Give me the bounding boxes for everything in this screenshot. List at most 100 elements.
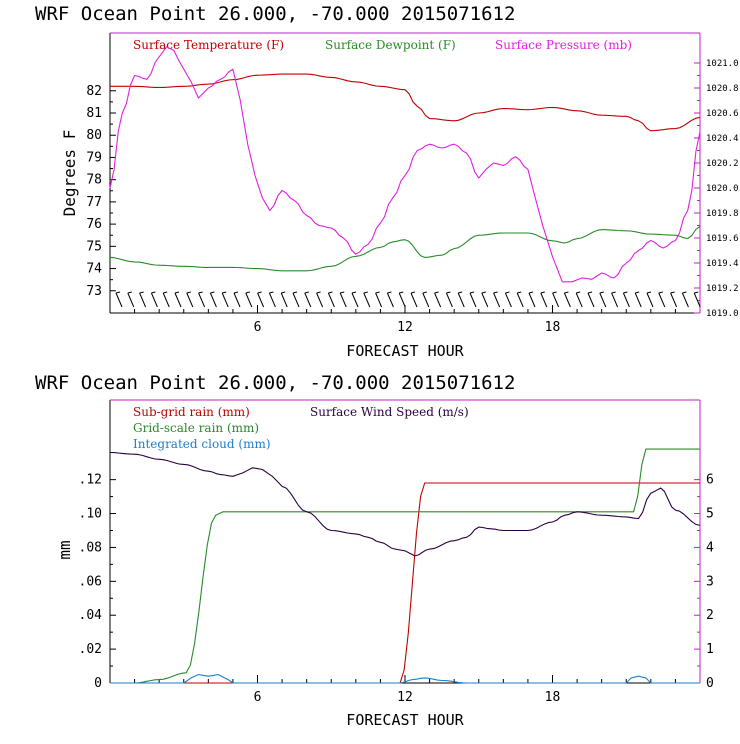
- wind-barb-flag: [269, 291, 274, 294]
- wind-barb-flag: [611, 291, 616, 294]
- y2-tick-label: 0: [706, 676, 714, 691]
- wind-barb-flag: [528, 291, 534, 294]
- wind-barb-flag: [540, 291, 545, 294]
- legend-surface-temperature: Surface Temperature (F): [133, 38, 284, 52]
- wind-barb: [233, 292, 241, 308]
- y2-tick-label: 1019.2: [706, 284, 739, 294]
- wind-barb: [375, 292, 383, 308]
- x-tick-label: 6: [254, 320, 262, 335]
- wind-barb-flag: [139, 291, 144, 294]
- wind-barb: [445, 292, 453, 308]
- wind-barb-flag: [694, 291, 699, 294]
- wind-barb: [563, 292, 571, 308]
- wind-barb-flag: [340, 291, 345, 294]
- x-axis-label: FORECAST HOUR: [346, 342, 464, 360]
- wind-barb-flag: [517, 291, 522, 294]
- y2-tick-label: 1020.2: [706, 159, 739, 169]
- y-tick-label: .04: [79, 608, 103, 623]
- wind-barb: [611, 292, 619, 308]
- y-tick-label: .08: [79, 540, 102, 555]
- wind-barbs: [115, 291, 701, 308]
- wind-barb-flag: [174, 291, 180, 294]
- y-tick-label: .02: [79, 642, 102, 657]
- y2-tick-label: 1021.0: [706, 59, 739, 69]
- wind-barb-flag: [233, 291, 239, 294]
- y-tick-label: 0: [94, 676, 102, 691]
- y-tick-label: 76: [86, 217, 102, 232]
- wind-barb: [280, 292, 288, 308]
- wind-barb-flag: [670, 291, 675, 294]
- wind-barb: [304, 292, 312, 308]
- wind-barb: [150, 292, 158, 308]
- wind-barb: [198, 292, 206, 308]
- wind-barb-flag: [682, 291, 687, 294]
- y2-tick-label: 1020.4: [706, 134, 739, 144]
- y-tick-label: 78: [86, 173, 102, 188]
- x-tick-label: 12: [397, 320, 413, 335]
- wind-barb-flag: [410, 291, 416, 294]
- series-line-grid-scale-rain: [110, 448, 700, 684]
- wind-barb: [552, 292, 560, 308]
- wind-barb-flag: [458, 291, 463, 294]
- y-axis-label: Degrees F: [60, 130, 79, 217]
- wind-barb-flag: [316, 291, 321, 294]
- wind-barb: [292, 292, 300, 308]
- wind-barb-flag: [281, 291, 286, 294]
- y-tick-label: 81: [86, 106, 102, 121]
- wind-barb: [162, 292, 170, 308]
- wind-barb-flag: [151, 291, 156, 294]
- wind-barb: [693, 292, 701, 308]
- series-line-surface-dewpoint: [109, 225, 701, 272]
- wind-barb: [351, 292, 359, 308]
- series-line-surface-temperature: [110, 73, 701, 132]
- y2-tick-label: 2: [706, 608, 714, 623]
- wind-barb-flag: [245, 291, 250, 294]
- wind-barb: [257, 292, 265, 308]
- wind-barb: [209, 292, 217, 308]
- wind-barb: [316, 292, 324, 308]
- wind-barb: [245, 292, 253, 308]
- y2-tick-label: 3: [706, 574, 714, 589]
- y2-tick-label: 1020.6: [706, 109, 739, 119]
- wind-barb-flag: [576, 291, 581, 294]
- chart-title: WRF Ocean Point 26.000, -70.000 20150716…: [35, 3, 515, 25]
- wind-barb-flag: [328, 291, 333, 294]
- wind-barb-flag: [446, 291, 451, 294]
- y2-tick-label: 1019.4: [706, 259, 739, 269]
- y2-tick-label: 5: [706, 507, 714, 522]
- wind-barb-flag: [422, 291, 427, 294]
- wind-barb: [670, 292, 678, 308]
- wind-barb: [646, 292, 654, 308]
- wind-barb: [622, 292, 630, 308]
- wind-barb: [504, 292, 512, 308]
- wind-barb: [386, 292, 394, 308]
- wind-barb-flag: [505, 291, 510, 294]
- legend-grid-scale-rain: Grid-scale rain (mm): [133, 421, 259, 435]
- wind-barb: [139, 292, 147, 308]
- y2-tick-label: 1019.6: [706, 234, 739, 244]
- y2-tick-label: 1020.0: [706, 184, 739, 194]
- wind-barb-flag: [564, 291, 569, 294]
- y-tick-label: .12: [79, 473, 102, 488]
- wind-barb-flag: [163, 291, 168, 294]
- wind-barb: [681, 292, 689, 308]
- x-tick-label: 18: [545, 320, 561, 335]
- y-tick-label: 79: [86, 150, 102, 165]
- x-tick-label: 6: [254, 690, 262, 705]
- wind-barb: [127, 292, 135, 308]
- legend-surface-wind-speed: Surface Wind Speed (m/s): [310, 405, 469, 419]
- wind-barb-flag: [493, 291, 498, 294]
- wind-barb: [469, 292, 477, 308]
- wind-barb-flag: [351, 291, 357, 294]
- wind-barb: [658, 292, 666, 308]
- wind-barb: [587, 292, 595, 308]
- wind-barb-flag: [658, 291, 663, 294]
- wind-barb: [434, 292, 442, 308]
- wind-barb: [481, 292, 489, 308]
- wind-barb: [528, 292, 536, 308]
- y2-tick-label: 1020.8: [706, 84, 739, 94]
- y2-tick-label: 4: [706, 540, 714, 555]
- wind-barb-flag: [552, 291, 557, 294]
